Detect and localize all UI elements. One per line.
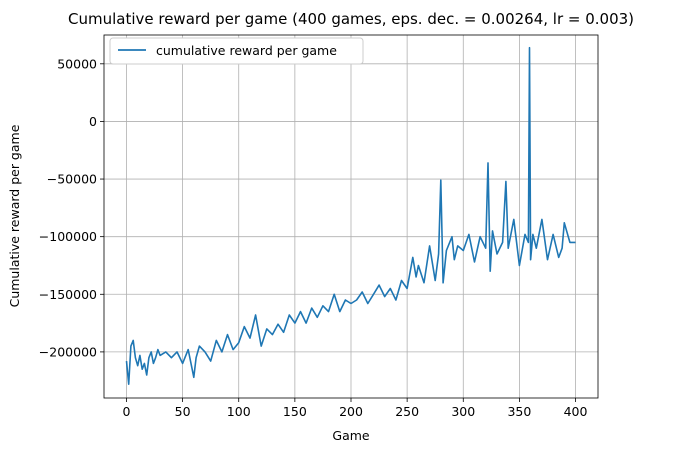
series-line-cumulative-reward [125,46,576,386]
y-tick-label: −150000 [39,287,97,302]
y-tick-label: 0 [89,114,97,129]
y-tick-label: −200000 [39,344,97,359]
x-tick-label: 150 [283,404,307,419]
legend-label: cumulative reward per game [156,43,337,58]
x-tick-label: 400 [564,404,588,419]
legend: cumulative reward per game [109,37,364,65]
x-tick-label: 250 [395,404,419,419]
x-tick-label: 200 [339,404,363,419]
series-layer [125,46,576,386]
x-axis-label: Game [332,428,370,443]
x-tick-label: 100 [227,404,251,419]
chart-title: Cumulative reward per game (400 games, e… [68,10,634,28]
x-axis-ticks: 0 50 100 150 200 250 300 350 400 [122,398,588,419]
legend-box [109,37,364,65]
y-axis-label: Cumulative reward per game [7,124,22,307]
y-axis-ticks: −200000 −150000 −100000 −50000 0 50000 [39,56,104,359]
x-tick-label: 350 [507,404,531,419]
y-tick-label: −100000 [39,229,97,244]
y-tick-label: 50000 [57,56,97,71]
x-tick-label: 300 [451,404,475,419]
x-tick-label: 0 [122,404,130,419]
y-tick-label: −50000 [47,172,97,187]
x-tick-label: 50 [175,404,191,419]
